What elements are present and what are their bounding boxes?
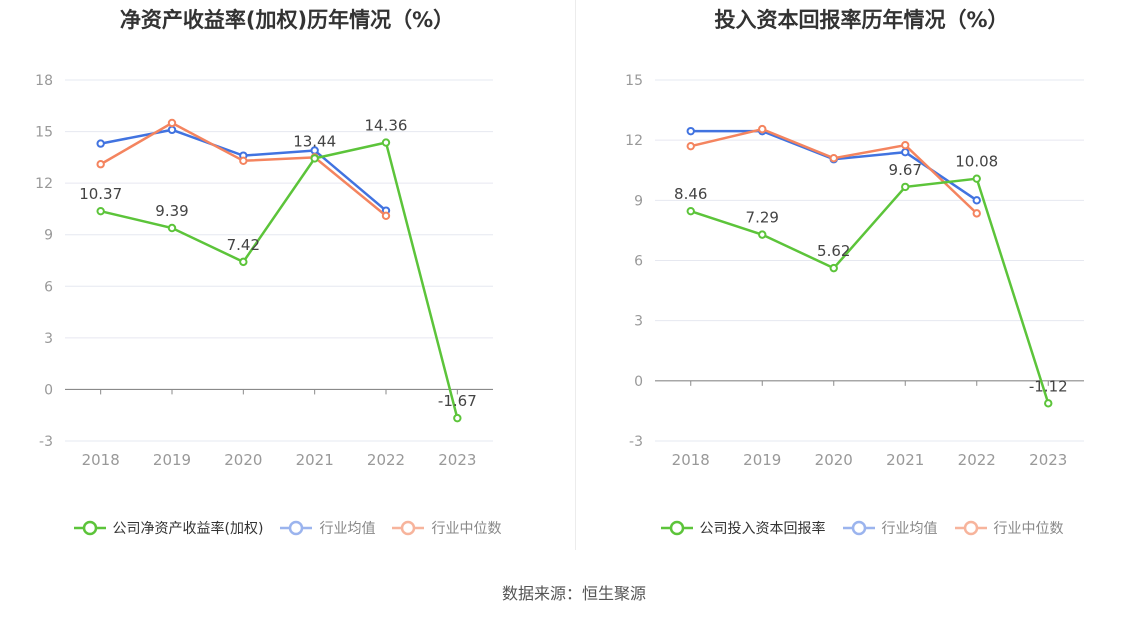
data-point[interactable]	[96, 206, 105, 216]
legend-line-icon	[392, 520, 425, 536]
legend-line-icon	[842, 520, 875, 536]
y-tick-label: 9	[634, 193, 643, 209]
data-label: -1.67	[438, 392, 477, 410]
x-tick-label: 2023	[438, 451, 476, 469]
data-label: 14.36	[365, 117, 408, 135]
y-tick-label: 12	[35, 176, 53, 192]
data-point[interactable]	[972, 196, 981, 205]
roic-chart-panel: 投入资本回报率历年情况（%） -3 0 3 6 9 12 15 2018 2019 2020 202…	[575, 0, 1148, 560]
x-tick-label: 2023	[1029, 451, 1067, 469]
data-point[interactable]	[167, 118, 177, 128]
data-source-note: 数据来源：恒生聚源	[501, 584, 646, 603]
legend-line-icon	[73, 520, 106, 536]
x-tick-label: 2018	[82, 451, 120, 469]
data-label: 10.37	[79, 185, 122, 203]
legend-label: 行业均值	[881, 521, 938, 537]
legend-label: 行业中位数	[431, 521, 502, 537]
legend-line-icon	[954, 520, 987, 536]
data-label: 7.29	[746, 209, 779, 227]
legend-line-icon	[660, 520, 693, 536]
y-tick-label: 6	[634, 254, 643, 270]
y-tick-label: 0	[634, 374, 643, 390]
data-point[interactable]	[972, 174, 981, 183]
x-tick-label: 2020	[224, 451, 262, 469]
y-tick-label: 15	[625, 73, 643, 89]
data-label: 7.42	[227, 236, 260, 254]
series-line	[690, 129, 978, 202]
x-tick-label: 2019	[743, 451, 781, 469]
data-point[interactable]	[901, 140, 910, 150]
chart-legend: 公司净资产收益率(加权) 行业均值 行业中位数	[0, 518, 574, 538]
legend-item[interactable]: 公司净资产收益率(加权)	[73, 518, 264, 538]
data-label: 9.67	[889, 161, 922, 179]
data-point[interactable]	[453, 413, 462, 423]
y-tick-label: 15	[35, 125, 53, 141]
y-tick-label: 12	[625, 133, 643, 149]
data-point[interactable]	[239, 156, 248, 165]
y-tick-label: 0	[44, 382, 53, 398]
data-point[interactable]	[96, 139, 105, 148]
legend-label: 公司净资产收益率(加权)	[112, 521, 264, 537]
legend-item[interactable]: 行业均值	[279, 518, 375, 538]
legend-item[interactable]: 行业中位数	[954, 518, 1064, 538]
x-tick-label: 2020	[815, 451, 853, 469]
y-tick-label: 9	[44, 228, 53, 244]
legend-label: 公司投入资本回报率	[699, 521, 826, 537]
data-point[interactable]	[96, 160, 105, 169]
data-point[interactable]	[167, 125, 177, 135]
data-point[interactable]	[972, 209, 981, 218]
data-point[interactable]	[829, 154, 838, 163]
x-tick-label: 2021	[886, 451, 924, 469]
series-line	[100, 128, 387, 212]
x-tick-label: 2021	[296, 451, 334, 469]
data-label: 13.44	[293, 132, 336, 150]
legend-label: 行业均值	[319, 521, 376, 537]
roic-line-chart: -3 0 3 6 9 12 15 2018 2019 2020 2021 2022 2023 8.46 7.…	[625, 73, 1084, 469]
data-point[interactable]	[758, 124, 767, 134]
series-line	[100, 141, 459, 419]
y-tick-label: 18	[35, 73, 53, 89]
data-point[interactable]	[239, 257, 248, 267]
data-point[interactable]	[1044, 399, 1053, 408]
x-tick-label: 2022	[958, 451, 996, 469]
chart-title: 投入资本回报率历年情况（%）	[714, 8, 1009, 32]
series-line	[100, 121, 387, 217]
roe-line-chart: -3 0 3 6 9 12 15 18 2018 2019 2020 2021 2022 2023 10.3…	[35, 73, 493, 469]
data-label: 8.46	[674, 185, 707, 203]
y-tick-label: 3	[44, 331, 53, 347]
legend-item[interactable]: 行业均值	[842, 518, 938, 538]
data-point[interactable]	[829, 263, 838, 273]
data-point[interactable]	[686, 141, 695, 151]
y-tick-label: -3	[39, 434, 53, 450]
data-point[interactable]	[686, 126, 695, 136]
data-point[interactable]	[758, 230, 767, 239]
data-label: 5.62	[817, 242, 850, 260]
legend-item[interactable]: 公司投入资本回报率	[660, 518, 826, 538]
roe-chart-panel: 净资产收益率(加权)历年情况（%） -3 0 3 6 9 12 15 18 2018 2019 20…	[0, 0, 574, 560]
data-point[interactable]	[381, 211, 391, 221]
data-point[interactable]	[901, 182, 910, 192]
data-label: 10.08	[955, 153, 998, 171]
legend-line-icon	[280, 520, 313, 536]
data-point[interactable]	[686, 206, 695, 216]
y-tick-label: 3	[634, 314, 643, 330]
data-point[interactable]	[901, 148, 910, 157]
data-label: -1.12	[1029, 377, 1068, 395]
panel-divider	[575, 0, 576, 550]
chart-legend: 公司投入资本回报率 行业均值 行业中位数	[575, 518, 1148, 538]
data-point[interactable]	[167, 223, 177, 233]
legend-item[interactable]: 行业中位数	[391, 518, 501, 538]
x-tick-label: 2018	[672, 451, 710, 469]
y-tick-label: 6	[44, 279, 53, 295]
x-tick-label: 2019	[153, 451, 191, 469]
data-point[interactable]	[381, 138, 391, 147]
data-point[interactable]	[310, 154, 319, 163]
data-label: 9.39	[155, 202, 188, 220]
x-tick-label: 2022	[367, 451, 405, 469]
y-tick-label: -3	[629, 434, 643, 450]
series-line	[690, 177, 1050, 404]
legend-label: 行业中位数	[993, 521, 1064, 537]
chart-title: 净资产收益率(加权)历年情况（%）	[119, 8, 455, 32]
